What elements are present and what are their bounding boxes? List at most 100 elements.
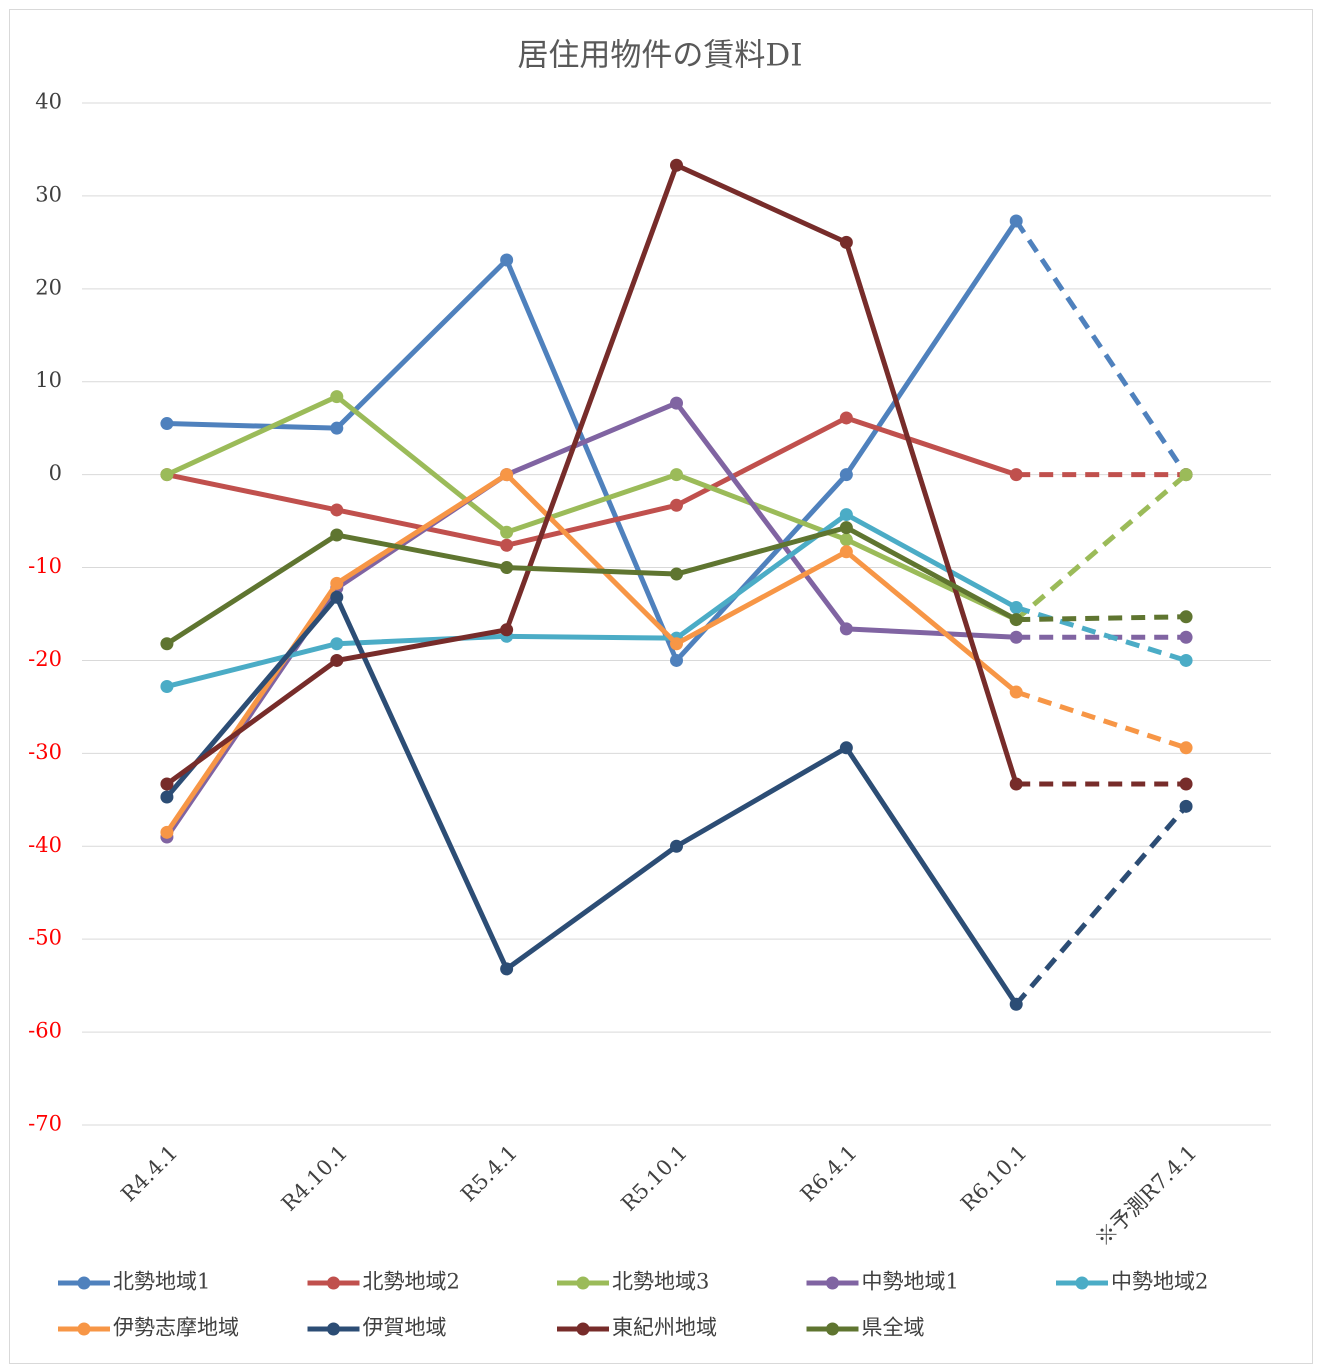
legend-label: 北勢地域3: [612, 1270, 709, 1294]
marker: [500, 525, 514, 539]
legend-label: 東紀州地域: [612, 1316, 717, 1340]
marker: [1009, 777, 1023, 791]
marker: [1009, 685, 1023, 699]
y-tick-label: -10: [28, 554, 62, 578]
marker: [839, 411, 853, 425]
series-line: [166, 219, 1019, 663]
forecast-line: [1014, 804, 1188, 1006]
forecast-line: [1014, 219, 1189, 477]
y-tick-label: -20: [28, 647, 62, 671]
marker: [160, 777, 174, 791]
marker: [839, 741, 853, 755]
marker: [500, 538, 514, 552]
marker: [839, 545, 853, 559]
chart-frame: [9, 9, 1313, 1364]
legend-marker: [576, 1276, 590, 1290]
legend-label: 北勢地域1: [113, 1270, 210, 1294]
y-tick-label: 10: [35, 368, 62, 392]
series-line: [165, 525, 1018, 646]
y-tick-label: -60: [28, 1019, 62, 1043]
marker: [670, 498, 683, 512]
legend-label: 北勢地域2: [363, 1270, 460, 1294]
y-tick-label: 20: [35, 275, 62, 299]
marker: [1179, 610, 1193, 624]
marker: [160, 790, 174, 804]
marker: [670, 839, 683, 853]
legend-label: 中勢地域2: [1111, 1270, 1208, 1294]
marker: [839, 508, 853, 522]
legend-marker: [327, 1322, 340, 1336]
y-tick-label: 40: [35, 90, 62, 114]
marker: [500, 962, 514, 976]
legend-marker: [77, 1322, 91, 1336]
legend-marker: [576, 1322, 590, 1336]
forecast-line: [1014, 472, 1188, 622]
y-tick-label: 0: [49, 461, 62, 485]
marker: [670, 158, 683, 172]
marker: [330, 421, 344, 435]
marker: [1179, 468, 1193, 482]
legend-marker: [826, 1276, 839, 1290]
marker: [330, 576, 344, 590]
marker: [670, 653, 683, 667]
marker: [670, 396, 683, 410]
marker: [500, 253, 514, 267]
marker: [160, 417, 174, 431]
marker: [500, 623, 514, 637]
marker: [839, 622, 853, 636]
legend-label: 伊賀地域: [363, 1316, 447, 1340]
marker: [1179, 777, 1193, 791]
marker: [839, 468, 853, 482]
marker: [670, 637, 683, 651]
marker: [160, 637, 174, 651]
marker: [1009, 468, 1023, 482]
marker: [160, 468, 174, 482]
marker: [160, 825, 174, 839]
marker: [330, 528, 344, 542]
series-line: [165, 162, 1019, 787]
marker: [1179, 741, 1193, 755]
marker: [500, 468, 514, 482]
y-tick-label: -40: [28, 833, 62, 857]
marker: [1179, 653, 1193, 667]
forecast-line: [1015, 689, 1187, 751]
marker: [839, 521, 853, 535]
y-tick-label: -50: [28, 926, 62, 950]
series-line: [166, 415, 1018, 548]
marker: [330, 637, 344, 651]
legend-marker: [327, 1276, 340, 1290]
y-tick-label: -70: [28, 1112, 62, 1136]
series-line: [165, 394, 1018, 622]
marker: [1009, 613, 1023, 627]
marker: [160, 679, 174, 693]
marker: [330, 590, 344, 604]
marker: [839, 533, 853, 547]
legend-marker: [826, 1322, 839, 1336]
marker: [1179, 799, 1193, 813]
marker: [1009, 600, 1023, 614]
marker: [670, 567, 683, 581]
legend-label: 県全域: [862, 1316, 925, 1340]
y-tick-label: -30: [28, 740, 62, 764]
legend-marker: [77, 1276, 91, 1290]
marker: [670, 468, 683, 482]
marker: [330, 390, 344, 404]
marker: [839, 235, 853, 249]
marker: [330, 503, 344, 517]
marker: [1009, 630, 1023, 644]
marker: [1179, 630, 1193, 644]
forecast-line: [1015, 605, 1187, 663]
marker: [1009, 214, 1023, 228]
chart-title: 居住用物件の賃料DI: [517, 38, 802, 74]
legend-label: 中勢地域1: [862, 1270, 959, 1294]
series-line: [166, 512, 1018, 689]
marker: [330, 653, 344, 667]
marker: [1009, 997, 1023, 1011]
marker: [500, 561, 514, 575]
y-tick-label: 30: [35, 182, 62, 206]
legend-label: 伊勢志摩地域: [113, 1316, 239, 1340]
series-line: [165, 594, 1019, 1006]
legend-marker: [1075, 1276, 1089, 1290]
forecast-line: [1016, 614, 1187, 623]
